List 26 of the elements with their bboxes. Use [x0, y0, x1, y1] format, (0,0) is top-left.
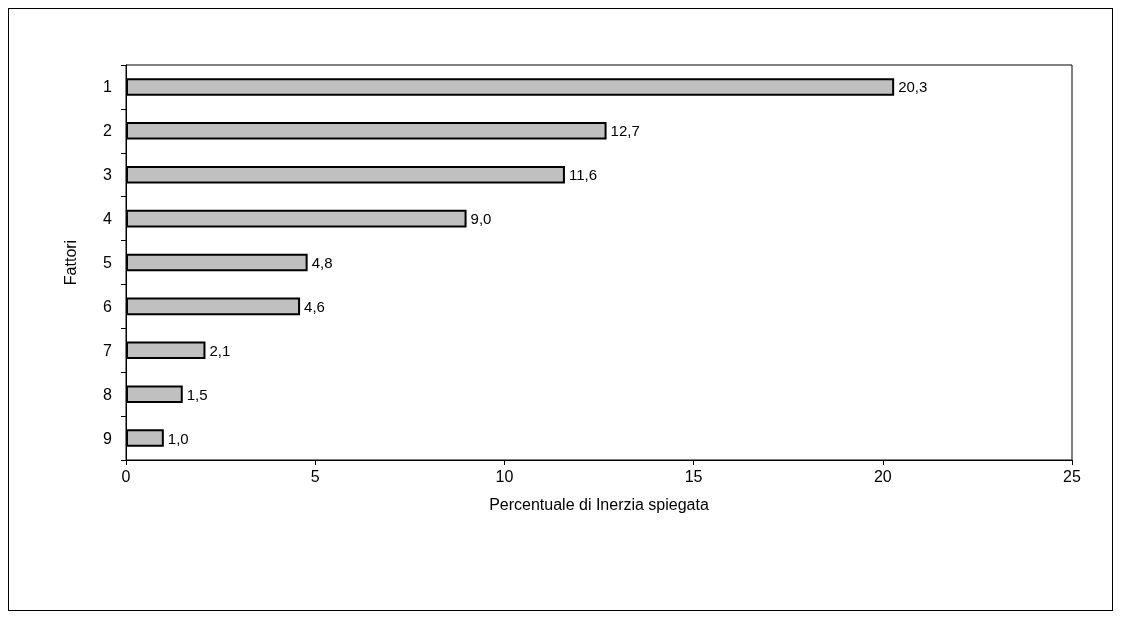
y-tick-label: 3: [103, 166, 113, 184]
y-tick-label: 4: [103, 210, 113, 228]
y-tick-label: 8: [103, 385, 113, 403]
y-tick-label: 5: [103, 254, 113, 271]
data-label: 20,3: [898, 78, 928, 96]
y-tick-label: 9: [103, 429, 113, 447]
y-tick-label: 6: [103, 297, 113, 315]
data-label: 9,0: [470, 210, 492, 228]
x-tick-label: 10: [495, 467, 514, 485]
data-label: 4,6: [304, 297, 325, 315]
x-tick-label: 25: [1063, 467, 1081, 485]
data-label: 1,5: [186, 385, 208, 403]
y-axis-title: Fattori: [61, 239, 79, 286]
y-tick-label: 7: [103, 341, 113, 359]
data-label: 1,0: [167, 429, 189, 447]
x-tick-label: 20: [873, 467, 892, 485]
y-tick-label: 2: [103, 122, 113, 140]
data-label: 2,1: [209, 341, 231, 359]
x-tick-label: 0: [121, 467, 131, 485]
data-label: 11,6: [568, 166, 598, 184]
x-axis-title: Percentuale di Inerzia spiegata: [489, 495, 709, 513]
data-label: 12,7: [610, 122, 640, 140]
x-tick-label: 15: [684, 467, 703, 485]
x-tick-label: 5: [310, 467, 320, 485]
y-tick-label: 1: [103, 78, 113, 96]
data-label: 4,8: [311, 254, 333, 271]
